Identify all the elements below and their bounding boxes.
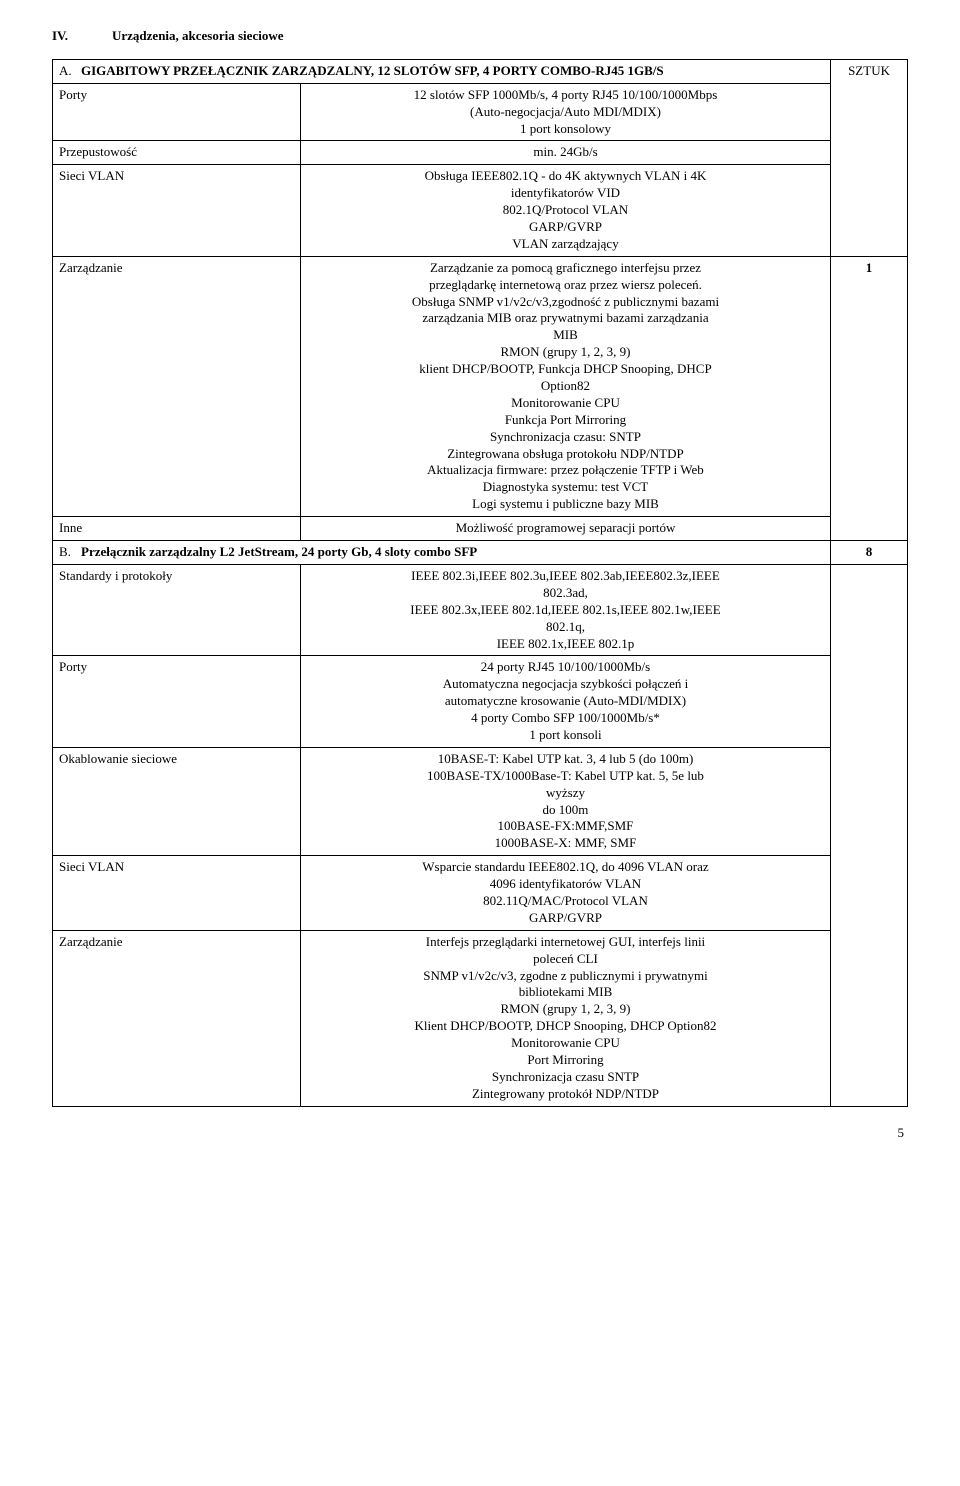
section-a-letter: A. bbox=[59, 63, 81, 80]
label-przepustowosc: Przepustowość bbox=[53, 141, 301, 165]
value-inne: Możliwość programowej separacji portów bbox=[300, 517, 830, 541]
label-inne: Inne bbox=[53, 517, 301, 541]
value-przepustowosc: min. 24Gb/s bbox=[300, 141, 830, 165]
section-b-letter: B. bbox=[59, 544, 81, 561]
label-standardy: Standardy i protokoły bbox=[53, 564, 301, 655]
section-b-title: Przełącznik zarządzalny L2 JetStream, 24… bbox=[81, 544, 477, 561]
section-heading: IV. Urządzenia, akcesoria sieciowe bbox=[52, 28, 908, 45]
section-b-header-row: B. Przełącznik zarządzalny L2 JetStream,… bbox=[53, 541, 908, 565]
value-b-porty: 24 porty RJ45 10/100/1000Mb/sAutomatyczn… bbox=[300, 656, 830, 747]
label-zarzadzanie: Zarządzanie bbox=[53, 256, 301, 516]
value-standardy: IEEE 802.3i,IEEE 802.3u,IEEE 802.3ab,IEE… bbox=[300, 564, 830, 655]
section-a-title-cell: A. GIGABITOWY PRZEŁĄCZNIK ZARZĄDZALNY, 1… bbox=[53, 59, 831, 83]
heading-text: Urządzenia, akcesoria sieciowe bbox=[112, 28, 283, 45]
sztuk-header-cell: SZTUK bbox=[831, 59, 908, 256]
section-b-qty-span bbox=[831, 564, 908, 1106]
page-number: 5 bbox=[52, 1125, 908, 1142]
section-a-row-porty: Porty 12 slotów SFP 1000Mb/s, 4 porty RJ… bbox=[53, 83, 908, 141]
section-b-row-okablowanie: Okablowanie sieciowe 10BASE-T: Kabel UTP… bbox=[53, 747, 908, 855]
section-a-row-sieci-vlan: Sieci VLAN Obsługa IEEE802.1Q - do 4K ak… bbox=[53, 165, 908, 256]
value-b-sieci-vlan: Wsparcie standardu IEEE802.1Q, do 4096 V… bbox=[300, 856, 830, 931]
section-a-row-przepustowosc: Przepustowość min. 24Gb/s bbox=[53, 141, 908, 165]
label-b-zarzadzanie: Zarządzanie bbox=[53, 930, 301, 1106]
section-a-qty: 1 bbox=[831, 256, 908, 540]
value-okablowanie: 10BASE-T: Kabel UTP kat. 3, 4 lub 5 (do … bbox=[300, 747, 830, 855]
section-a-title: GIGABITOWY PRZEŁĄCZNIK ZARZĄDZALNY, 12 S… bbox=[81, 63, 664, 80]
value-sieci-vlan: Obsługa IEEE802.1Q - do 4K aktywnych VLA… bbox=[300, 165, 830, 256]
section-b-title-cell: B. Przełącznik zarządzalny L2 JetStream,… bbox=[53, 541, 831, 565]
section-b-row-zarzadzanie: Zarządzanie Interfejs przeglądarki inter… bbox=[53, 930, 908, 1106]
label-okablowanie: Okablowanie sieciowe bbox=[53, 747, 301, 855]
section-a-header-row: A. GIGABITOWY PRZEŁĄCZNIK ZARZĄDZALNY, 1… bbox=[53, 59, 908, 83]
label-porty: Porty bbox=[53, 83, 301, 141]
value-zarzadzanie: Zarządzanie za pomocą graficznego interf… bbox=[300, 256, 830, 516]
section-a-row-zarzadzanie: Zarządzanie Zarządzanie za pomocą grafic… bbox=[53, 256, 908, 516]
label-b-sieci-vlan: Sieci VLAN bbox=[53, 856, 301, 931]
label-sieci-vlan: Sieci VLAN bbox=[53, 165, 301, 256]
section-b-row-porty: Porty 24 porty RJ45 10/100/1000Mb/sAutom… bbox=[53, 656, 908, 747]
section-b-row-sieci-vlan: Sieci VLAN Wsparcie standardu IEEE802.1Q… bbox=[53, 856, 908, 931]
spec-table: A. GIGABITOWY PRZEŁĄCZNIK ZARZĄDZALNY, 1… bbox=[52, 59, 908, 1107]
heading-roman: IV. bbox=[52, 28, 112, 45]
section-b-row-standardy: Standardy i protokoły IEEE 802.3i,IEEE 8… bbox=[53, 564, 908, 655]
section-b-qty: 8 bbox=[831, 541, 908, 565]
value-b-zarzadzanie: Interfejs przeglądarki internetowej GUI,… bbox=[300, 930, 830, 1106]
label-b-porty: Porty bbox=[53, 656, 301, 747]
value-porty: 12 slotów SFP 1000Mb/s, 4 porty RJ45 10/… bbox=[300, 83, 830, 141]
section-a-row-inne: Inne Możliwość programowej separacji por… bbox=[53, 517, 908, 541]
